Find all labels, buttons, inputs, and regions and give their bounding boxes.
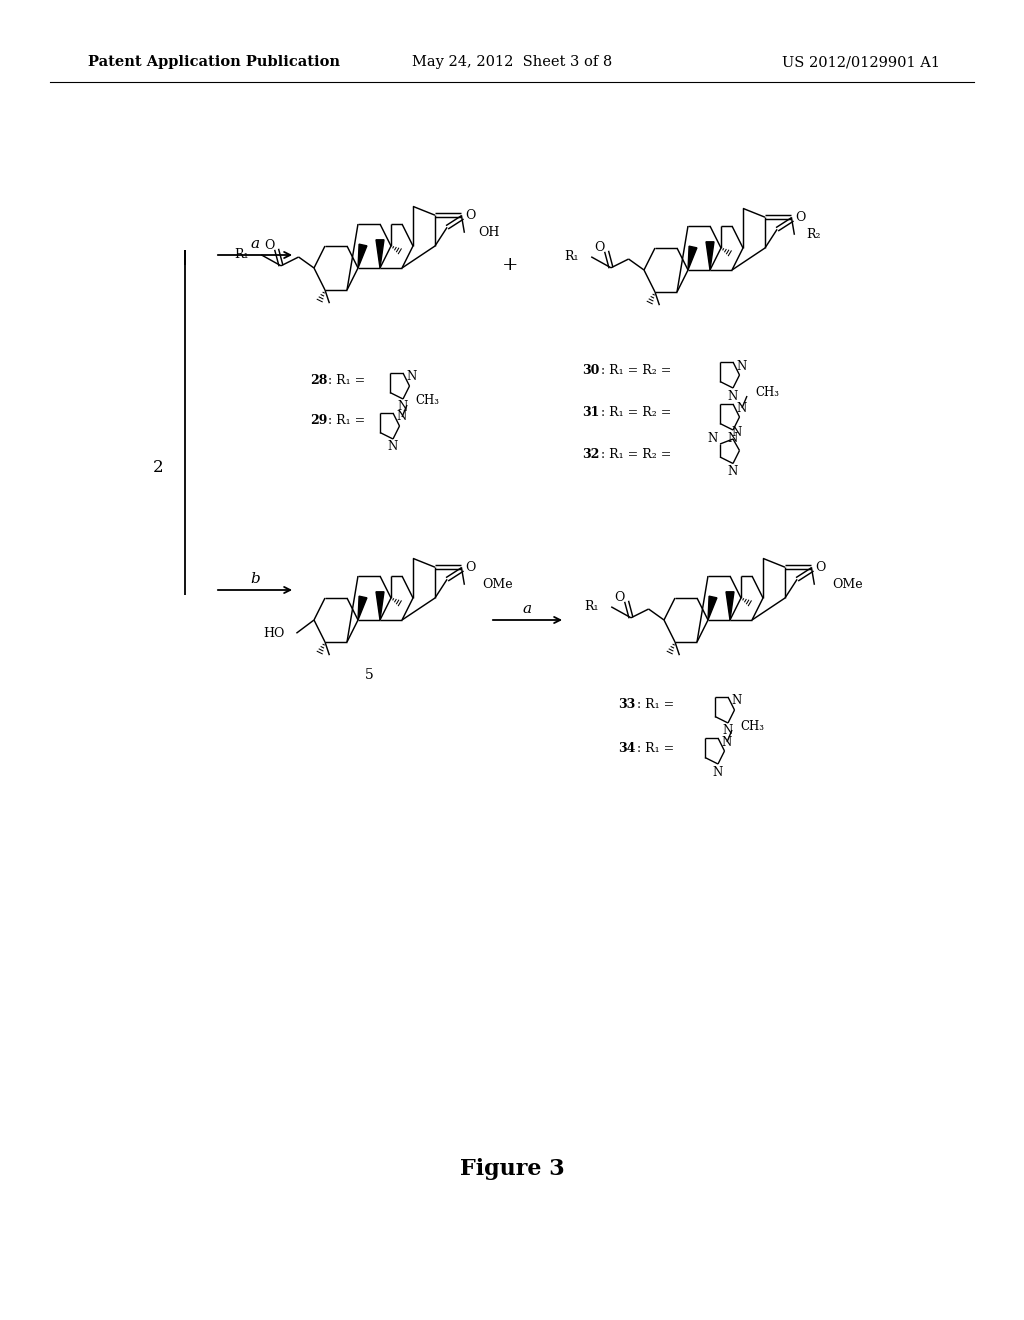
Polygon shape: [706, 242, 714, 271]
Text: 31: 31: [582, 405, 599, 418]
Polygon shape: [708, 597, 717, 620]
Text: 33: 33: [618, 698, 635, 711]
Text: O: O: [796, 211, 806, 223]
Text: N: N: [728, 465, 738, 478]
Text: : R₁ = R₂ =: : R₁ = R₂ =: [601, 449, 672, 462]
Text: N: N: [407, 371, 417, 384]
Polygon shape: [376, 240, 384, 268]
Text: : R₁ = R₂ =: : R₁ = R₂ =: [601, 363, 672, 376]
Text: 29: 29: [310, 413, 328, 426]
Polygon shape: [376, 591, 384, 620]
Text: : R₁ = R₂ =: : R₁ = R₂ =: [601, 405, 672, 418]
Text: N: N: [713, 766, 723, 779]
Text: 5: 5: [365, 668, 374, 682]
Text: N: N: [728, 432, 738, 445]
Text: N: N: [737, 359, 748, 372]
Text: N: N: [708, 433, 718, 446]
Text: May 24, 2012  Sheet 3 of 8: May 24, 2012 Sheet 3 of 8: [412, 55, 612, 69]
Text: Patent Application Publication: Patent Application Publication: [88, 55, 340, 69]
Text: CH₃: CH₃: [415, 395, 439, 408]
Text: CH₃: CH₃: [755, 385, 779, 399]
Text: N: N: [397, 411, 408, 424]
Polygon shape: [358, 244, 367, 268]
Text: R₂: R₂: [807, 228, 821, 242]
Text: : R₁ =: : R₁ =: [328, 413, 366, 426]
Text: N: N: [723, 725, 733, 738]
Text: O: O: [264, 239, 274, 252]
Text: O: O: [614, 591, 625, 603]
Text: R₁: R₁: [585, 601, 599, 614]
Polygon shape: [688, 246, 697, 271]
Text: 32: 32: [582, 449, 599, 462]
Text: O: O: [465, 561, 475, 574]
Text: +: +: [502, 256, 518, 275]
Text: N: N: [722, 735, 732, 748]
Text: a: a: [251, 238, 259, 251]
Text: : R₁ =: : R₁ =: [637, 742, 674, 755]
Text: OMe: OMe: [833, 578, 863, 591]
Text: Figure 3: Figure 3: [460, 1158, 564, 1180]
Text: N: N: [398, 400, 409, 413]
Polygon shape: [726, 591, 734, 620]
Text: HO: HO: [263, 627, 285, 640]
Text: : R₁ =: : R₁ =: [328, 374, 366, 387]
Text: N: N: [732, 694, 742, 708]
Text: : R₁ =: : R₁ =: [637, 698, 674, 711]
Text: O: O: [815, 561, 825, 574]
Text: b: b: [250, 572, 260, 586]
Text: a: a: [523, 602, 532, 616]
Text: N: N: [737, 401, 748, 414]
Text: OMe: OMe: [482, 578, 513, 591]
Text: 30: 30: [582, 363, 599, 376]
Text: O: O: [465, 209, 475, 222]
Text: 2: 2: [153, 458, 163, 475]
Text: US 2012/0129901 A1: US 2012/0129901 A1: [782, 55, 940, 69]
Text: OH: OH: [478, 226, 500, 239]
Text: N: N: [728, 389, 738, 403]
Text: 34: 34: [618, 742, 635, 755]
Text: R₁: R₁: [564, 251, 580, 263]
Text: CH₃: CH₃: [740, 719, 764, 733]
Text: 28: 28: [310, 374, 328, 387]
Text: N: N: [732, 425, 742, 438]
Text: O: O: [594, 240, 605, 253]
Text: N: N: [388, 441, 398, 454]
Text: R₁: R₁: [234, 248, 249, 261]
Polygon shape: [358, 597, 367, 620]
